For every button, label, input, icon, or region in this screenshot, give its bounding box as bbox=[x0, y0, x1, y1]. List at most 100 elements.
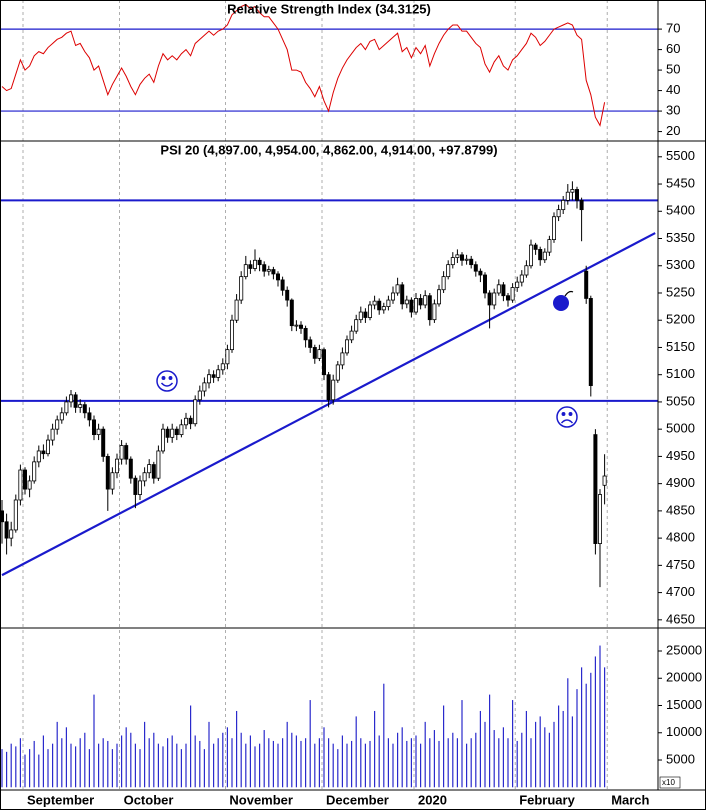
volume-bar bbox=[548, 732, 550, 788]
candle-body bbox=[248, 264, 253, 269]
volume-bar bbox=[15, 746, 17, 788]
volume-bar bbox=[406, 740, 408, 788]
candle-body bbox=[455, 254, 460, 258]
y-tick-label: 20 bbox=[666, 123, 680, 138]
candle-body bbox=[423, 295, 428, 306]
volume-bar bbox=[249, 735, 251, 788]
volume-bar bbox=[185, 743, 187, 788]
volume-bar bbox=[208, 721, 210, 788]
y-tick-label: 5000 bbox=[666, 751, 695, 766]
candle-body bbox=[22, 469, 27, 490]
volume-bar bbox=[134, 743, 136, 788]
y-tick-label: 5400 bbox=[666, 203, 695, 218]
volume-bar bbox=[433, 730, 435, 788]
candle-body bbox=[496, 284, 501, 294]
volume-bar bbox=[56, 721, 58, 788]
volume-bar bbox=[461, 700, 463, 788]
candle-body bbox=[151, 464, 156, 479]
candle-body bbox=[386, 299, 391, 308]
volume-bar bbox=[1, 749, 3, 788]
candle-body bbox=[193, 399, 198, 425]
candle-body bbox=[588, 298, 593, 386]
volume-bar bbox=[539, 716, 541, 788]
volume-bar bbox=[199, 740, 201, 788]
volume-bar bbox=[6, 751, 8, 788]
candle-body bbox=[492, 292, 497, 306]
y-tick-label: 20000 bbox=[666, 670, 702, 685]
volume-bar bbox=[291, 732, 293, 788]
candle-body bbox=[372, 300, 377, 306]
candle-body bbox=[565, 191, 570, 201]
volume-bar bbox=[88, 749, 90, 788]
candle-body bbox=[317, 349, 322, 359]
volume-bar bbox=[47, 749, 49, 788]
candle-body bbox=[524, 265, 529, 276]
candle-body bbox=[41, 450, 46, 455]
candle-body bbox=[271, 269, 276, 275]
candle-body bbox=[349, 330, 354, 341]
volume-bar bbox=[512, 700, 514, 788]
volume-bar bbox=[29, 749, 31, 788]
candle-body bbox=[78, 404, 83, 408]
volume-bar bbox=[102, 738, 104, 788]
y-tick-label: 5050 bbox=[666, 393, 695, 408]
candle-body bbox=[570, 189, 575, 193]
candle-body bbox=[308, 339, 313, 348]
panel bbox=[0, 3, 658, 127]
candle-body bbox=[156, 450, 161, 479]
volume-bar bbox=[194, 735, 196, 788]
candle-body bbox=[487, 292, 492, 306]
volume-bar bbox=[203, 749, 205, 788]
x-tick-label: 2020 bbox=[418, 792, 447, 807]
candle-body bbox=[326, 374, 331, 401]
candle-body bbox=[409, 299, 414, 313]
volume-bar bbox=[171, 735, 173, 788]
candle-body bbox=[446, 264, 451, 278]
volume-bar bbox=[19, 738, 21, 788]
candle-body bbox=[478, 270, 483, 276]
x-tick-label: February bbox=[519, 792, 575, 807]
candle-body bbox=[584, 270, 589, 299]
volume-bar bbox=[562, 710, 564, 788]
candle-body bbox=[229, 319, 234, 351]
candle-body bbox=[133, 477, 138, 495]
volume-bar bbox=[121, 735, 123, 788]
chart-title: PSI 20 (4,897.00, 4,954.00, 4,862.00, 4,… bbox=[160, 142, 497, 157]
volume-bar bbox=[139, 749, 141, 788]
candle-body bbox=[358, 311, 363, 321]
volume-bar bbox=[516, 740, 518, 788]
volume-bar bbox=[452, 732, 454, 788]
volume-bar bbox=[535, 721, 537, 788]
volume-bar bbox=[300, 740, 302, 788]
volume-bar bbox=[213, 743, 215, 788]
volume-bar bbox=[148, 738, 150, 788]
volume-bar bbox=[429, 738, 431, 788]
volume-bar bbox=[176, 743, 178, 788]
volume-bar bbox=[558, 705, 560, 788]
volume-bar bbox=[116, 743, 118, 788]
candle-body bbox=[294, 324, 299, 327]
volume-bar bbox=[79, 738, 81, 788]
candle-body bbox=[211, 374, 216, 378]
candle-body bbox=[225, 349, 230, 365]
volume-bar bbox=[157, 743, 159, 788]
unit-box bbox=[659, 776, 681, 789]
candle-body bbox=[32, 461, 37, 482]
candle-body bbox=[321, 349, 326, 376]
candle-body bbox=[561, 199, 566, 211]
volume-bar bbox=[470, 738, 472, 788]
candle-body bbox=[303, 327, 308, 341]
candle-body bbox=[542, 251, 547, 261]
volume-bar bbox=[479, 710, 481, 788]
y-tick-label: 5150 bbox=[666, 339, 695, 354]
volume-bar bbox=[364, 743, 366, 788]
volume-bar bbox=[374, 710, 376, 788]
volume-bar bbox=[125, 727, 127, 788]
panel bbox=[0, 181, 658, 588]
volume-bar bbox=[346, 743, 348, 788]
candle-body bbox=[252, 259, 257, 269]
y-tick-label: 60 bbox=[666, 41, 680, 56]
candle-body bbox=[73, 394, 78, 408]
candle-body bbox=[18, 469, 23, 501]
candle-body bbox=[69, 394, 74, 403]
